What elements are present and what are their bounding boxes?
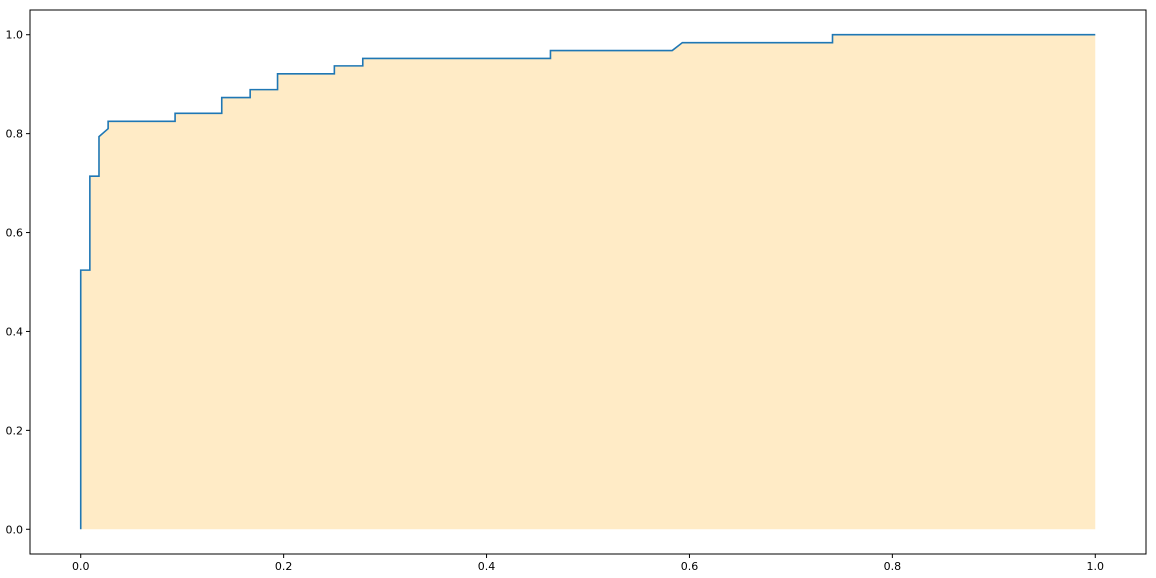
roc-area-fill bbox=[80, 34, 1096, 530]
x-tick-label: 1.0 bbox=[1087, 560, 1105, 573]
y-tick-label: 0.2 bbox=[6, 424, 24, 437]
x-tick-label: 0.8 bbox=[884, 560, 902, 573]
x-tick-label: 0.4 bbox=[478, 560, 496, 573]
x-tick-label: 0.2 bbox=[275, 560, 293, 573]
x-tick-label: 0.0 bbox=[72, 560, 90, 573]
plot-frame bbox=[29, 9, 1147, 555]
y-tick-label: 0.8 bbox=[6, 128, 24, 141]
y-tick-label: 0.4 bbox=[6, 325, 24, 338]
y-tick-label: 1.0 bbox=[6, 29, 24, 42]
roc-curve-line bbox=[79, 33, 1096, 530]
y-tick-label: 0.0 bbox=[6, 523, 24, 536]
x-tick-label: 0.6 bbox=[681, 560, 699, 573]
y-tick-label: 0.6 bbox=[6, 227, 24, 240]
